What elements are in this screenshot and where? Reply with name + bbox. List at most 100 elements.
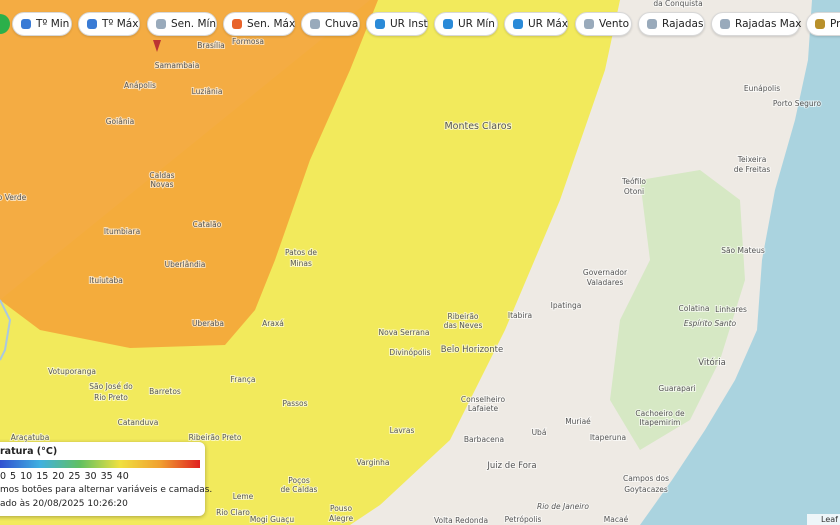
layer-button[interactable]: Rajadas Max [711, 12, 802, 36]
orange-alert [0, 0, 378, 348]
button-icon [232, 19, 242, 29]
scale-label: 40 [116, 471, 129, 482]
place-label: Ubá [532, 428, 547, 437]
place-label: Araxá [262, 319, 284, 328]
place-label: das Neves [444, 321, 483, 330]
place-label: Macaé [604, 515, 629, 524]
scale-label: 25 [68, 471, 81, 482]
place-label: Itumbiara [104, 227, 140, 236]
button-label: Tº Min [36, 18, 70, 30]
button-icon [647, 19, 657, 29]
place-label: Itapemirim [640, 418, 681, 427]
place-label: Catanduva [118, 418, 159, 427]
place-label: Luziânia [192, 87, 223, 96]
place-label: Brasília [197, 41, 225, 50]
button-icon [720, 19, 730, 29]
legend-title: ratura (°C) [0, 446, 58, 457]
scale-labels: 0 5 10 15 20 25 30 35 40 [0, 471, 133, 482]
place-label: Ipatinga [551, 301, 582, 310]
button-label: Chuva [325, 18, 359, 30]
place-label: Espírito Santo [684, 319, 737, 328]
layer-button[interactable]: Sen. Máx [223, 12, 295, 36]
yellow-alert [0, 0, 620, 525]
place-label: Barbacena [464, 435, 504, 444]
pin [153, 40, 161, 52]
place-label: de Freitas [734, 165, 771, 174]
vegetation [610, 170, 745, 450]
place-label: Leme [233, 492, 254, 501]
layer-button[interactable]: Vento [575, 12, 632, 36]
place-label: Anápolis [124, 81, 156, 90]
place-label: Petrópolis [505, 515, 542, 524]
place-label: Cachoeiro de [635, 409, 685, 418]
place-label: Otoni [624, 187, 644, 196]
layer-button[interactable]: UR Máx [504, 12, 568, 36]
ocean [640, 0, 840, 525]
place-label: Conselheiro [461, 395, 506, 404]
place-label: Minas [290, 259, 312, 268]
place-label: da Conquista [653, 0, 702, 8]
layer-button[interactable]: Tº Máx [78, 12, 140, 36]
place-label: Divinópolis [389, 348, 430, 357]
place-label: Governador [583, 268, 628, 277]
place-label: Teófilo [621, 177, 646, 186]
layer-button[interactable]: UR Mín [434, 12, 498, 36]
button-icon [443, 19, 453, 29]
place-label: Goiânia [106, 117, 135, 126]
scale-label: 0 [0, 471, 7, 482]
scale-label: 10 [20, 471, 33, 482]
place-label: Campos dos [623, 474, 669, 483]
place-label: de Caldas [281, 485, 318, 494]
layer-button[interactable]: Chuva [301, 12, 360, 36]
place-label: Itaperuna [590, 433, 626, 442]
button-label: Rajadas Max [735, 18, 802, 30]
place-label: Belo Horizonte [441, 345, 503, 355]
place-label: Poços [288, 476, 310, 485]
button-icon [87, 19, 97, 29]
place-label: Formosa [232, 37, 264, 46]
button-icon [375, 19, 385, 29]
button-icon [21, 19, 31, 29]
layer-button[interactable]: UR Inst [366, 12, 428, 36]
place-label: Teixeira [737, 155, 767, 164]
layer-button[interactable]: Pre [806, 12, 840, 36]
layer-button[interactable]: Tº Min [12, 12, 72, 36]
place-label: Guarapari [658, 384, 695, 393]
place-label: Juiz de Fora [486, 461, 536, 471]
place-label: França [231, 375, 256, 384]
scale-label: 30 [84, 471, 97, 482]
place-label: Rio de Janeiro [537, 502, 589, 511]
place-label: Porto Seguro [773, 99, 822, 108]
place-label: Votuporanga [48, 367, 96, 376]
place-label: Rio Claro [216, 508, 250, 517]
legend: ratura (°C) 0 5 10 15 20 25 30 35 40 mos botões … [0, 442, 212, 516]
button-icon [310, 19, 320, 29]
place-label: Araçatuba [11, 433, 50, 442]
place-label: Muriaé [565, 417, 591, 426]
place-label: Alegre [329, 514, 354, 523]
place-label: Passos [282, 399, 307, 408]
place-label: Linhares [715, 305, 747, 314]
button-label: Sen. Máx [247, 18, 296, 30]
place-label: Ribeirão Preto [189, 433, 242, 442]
place-label: Vitória [698, 357, 726, 368]
attribution: Leaf [807, 514, 840, 525]
place-label: o Verde [0, 193, 27, 202]
button-label: Rajadas [662, 18, 704, 30]
place-label: Lafaiete [468, 404, 499, 413]
place-label: Eunápolis [744, 84, 780, 93]
layer-button[interactable]: Sen. Mín [147, 12, 217, 36]
layer-button[interactable]: Rajadas [638, 12, 705, 36]
scale-label: 20 [52, 471, 65, 482]
place-label: Volta Redonda [434, 516, 488, 525]
place-label: Varginha [356, 458, 389, 467]
place-label: Caldas [149, 171, 174, 180]
place-label: Mogi Guaçu [250, 515, 295, 524]
place-label: Lavras [390, 426, 415, 435]
place-label: Ribeirão [447, 312, 478, 321]
updated: ado às 20/08/2025 10:26:20 [0, 499, 128, 509]
place-label: Itabira [508, 311, 532, 320]
button-label: UR Máx [528, 18, 569, 30]
scale-label: 35 [100, 471, 113, 482]
